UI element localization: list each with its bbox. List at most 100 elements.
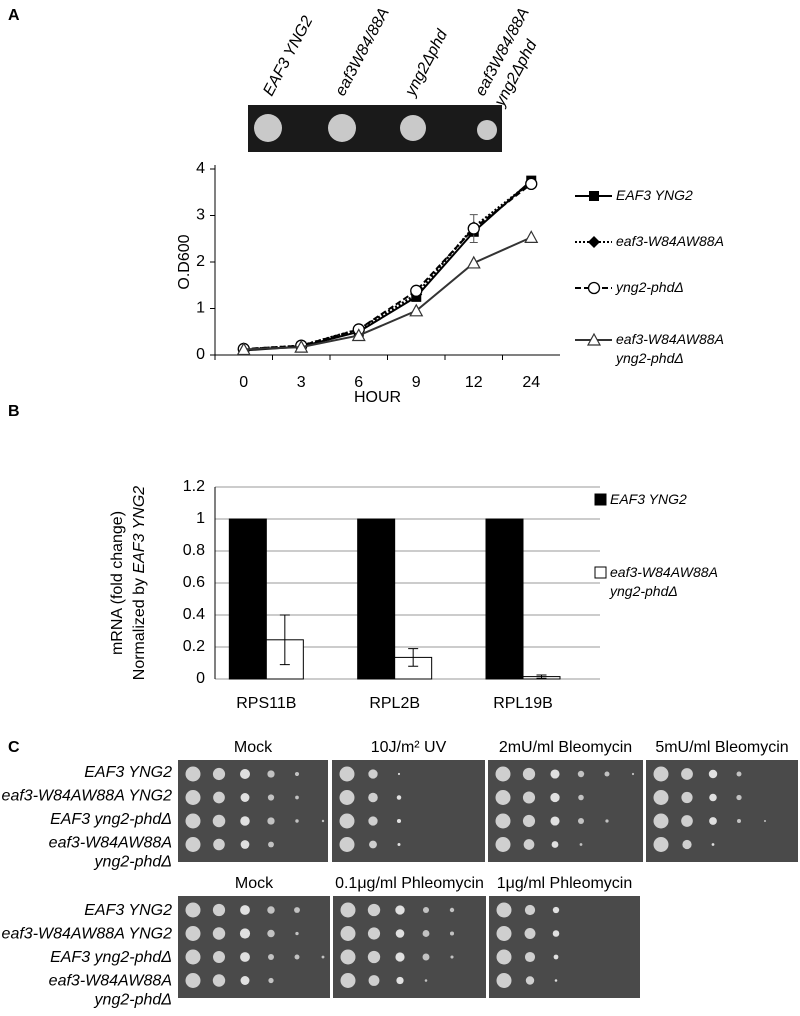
colony-spot (339, 790, 355, 805)
colony-spot (449, 907, 455, 913)
colony-spot (682, 839, 692, 850)
colony-spot (267, 817, 275, 825)
x-tick-label: 12 (465, 374, 483, 391)
panel-label: B (8, 403, 20, 420)
colony-spot (495, 837, 511, 852)
colony-spot (496, 973, 512, 988)
legend-label: eaf3-W84AW88A yng2-phdΔ (616, 331, 724, 366)
colony-spot (267, 770, 275, 778)
colony-spot (212, 767, 226, 781)
colony-spot (212, 903, 226, 917)
bar (357, 518, 396, 680)
series-line (243, 181, 533, 351)
strain-label: EAF3 YNG2 (84, 902, 172, 919)
y-tick-label: 0 (196, 670, 205, 687)
colony-spot (395, 952, 405, 962)
colony-spot (577, 817, 585, 825)
colony-spot (496, 926, 512, 941)
colony-spot (367, 927, 381, 940)
colony-spot (368, 816, 378, 826)
colony-spot (340, 949, 356, 965)
colony-spot (212, 814, 226, 828)
colony-spot (653, 766, 669, 782)
colony-spot (212, 927, 226, 940)
colony-spot (339, 837, 355, 852)
spot (254, 114, 282, 142)
colony-spot (495, 790, 511, 805)
colony-spot (268, 841, 274, 848)
y-axis-label: mRNA (fold change) (109, 511, 126, 655)
marker (410, 284, 423, 297)
strain-label: eaf3-W84AW88A YNG2 (2, 926, 173, 943)
strain-label: eaf3-W84AW88A (49, 973, 172, 990)
marker (588, 236, 600, 248)
colony-spot (340, 973, 356, 988)
colony-spot (397, 843, 401, 846)
colony-spot (185, 837, 201, 852)
colony-spot (267, 953, 275, 961)
colony-spot (524, 928, 536, 939)
y-tick-label: 1.2 (183, 478, 205, 495)
strain-label: yng2Δphd (402, 26, 452, 100)
colony-spot (368, 792, 378, 803)
strain-label: eaf3-W84AW88A YNG2 (2, 788, 173, 805)
colony-spot (294, 954, 300, 960)
strain-label: eaf3W84/88A (332, 5, 393, 99)
colony-spot (550, 769, 560, 779)
x-tick-label: 6 (354, 374, 363, 391)
colony-spot (397, 772, 401, 776)
plate-image (488, 760, 643, 862)
colony-spot (605, 819, 609, 823)
strain-label-line: eaf3W84/88A (332, 5, 393, 99)
condition-label: 0.1μg/ml Phleomycin (335, 875, 484, 892)
colony-spot (369, 840, 377, 849)
x-tick-label: 3 (297, 374, 306, 391)
colony-spot (321, 955, 325, 959)
y-tick-label: 0.4 (183, 606, 205, 623)
strain-label: EAF3 YNG2 (84, 764, 172, 781)
colony-spot (525, 976, 535, 985)
colony-spot (185, 973, 201, 988)
strain-label-line: yng2Δphd (402, 26, 452, 100)
y-tick-label: 0.8 (183, 542, 205, 559)
colony-spot (395, 929, 405, 938)
colony-spot (495, 813, 511, 829)
colony-spot (267, 906, 275, 914)
marker (409, 303, 424, 317)
y-axis-label-part: EAF3 YNG2 (131, 486, 148, 574)
error-bar (279, 614, 290, 666)
colony-spot (552, 906, 560, 914)
colony-spot (396, 795, 402, 800)
colony-spot (339, 766, 355, 782)
legend-marker (586, 332, 602, 346)
spot (328, 114, 356, 142)
colony-spot (631, 772, 635, 776)
error-bar (536, 674, 547, 679)
strain-label-line: EAF3 YNG2 (260, 13, 316, 99)
colony-spot (495, 766, 511, 782)
colony-spot (579, 843, 583, 846)
colony-spot (450, 955, 454, 959)
bar (228, 518, 267, 680)
colony-spot (240, 793, 250, 802)
marker (587, 281, 601, 295)
strain-label: EAF3 YNG2 (260, 13, 316, 99)
colony-spot (736, 794, 742, 801)
colony-spot (496, 949, 512, 965)
legend-marker (588, 236, 600, 248)
colony-spot (708, 769, 718, 779)
colony-spot (185, 902, 201, 918)
condition-label: 10J/m² UV (371, 739, 447, 756)
marker (467, 222, 480, 235)
colony-spot (653, 790, 669, 805)
legend-swatch (594, 493, 607, 506)
colony-spot (295, 795, 299, 800)
colony-spot (396, 818, 402, 824)
colony-spot (368, 975, 380, 986)
y-tick-label: 0.2 (183, 638, 205, 655)
y-tick-label: 1 (196, 510, 205, 527)
plate-image (332, 760, 485, 862)
x-tick-label: 9 (412, 374, 421, 391)
